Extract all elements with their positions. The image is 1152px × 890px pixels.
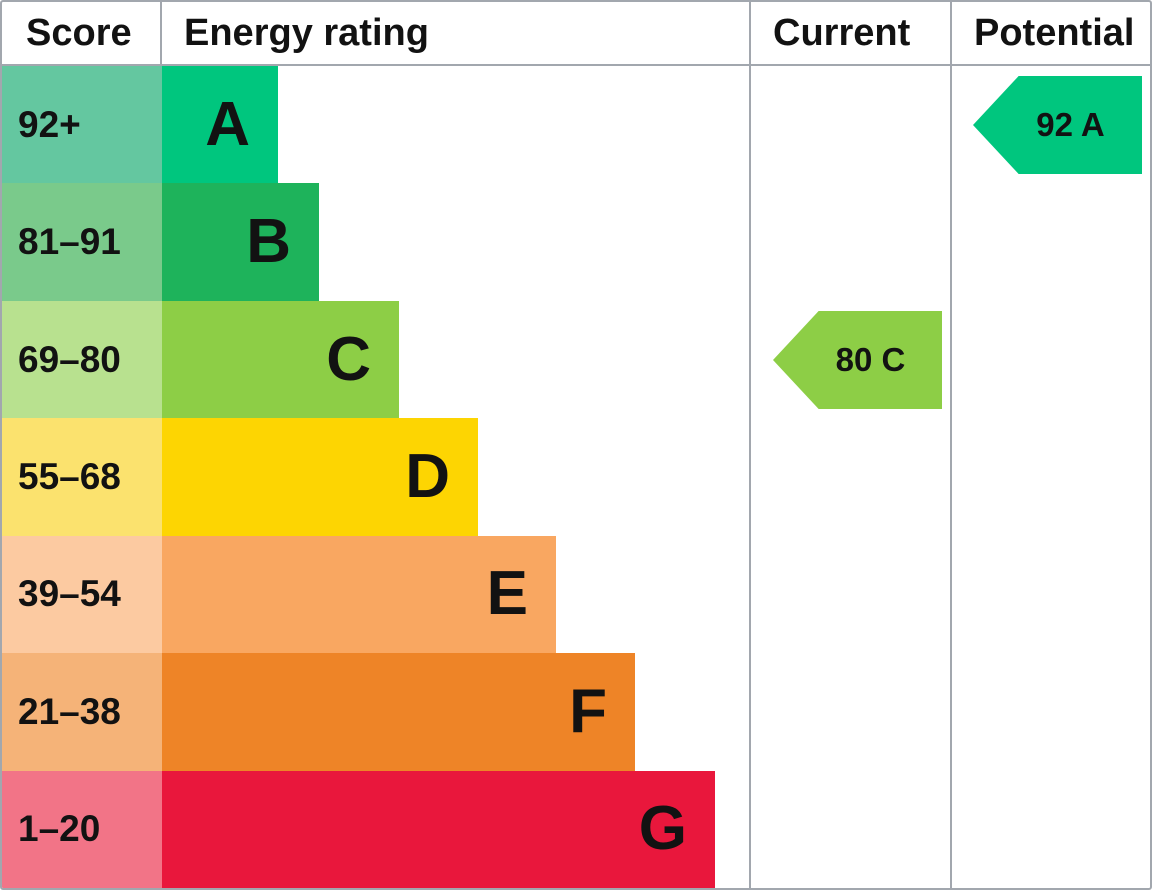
rating-row-f: 21–38 F	[2, 653, 749, 771]
potential-column: 92 A	[950, 66, 1150, 888]
header-score: Score	[2, 2, 162, 64]
rating-row-g: 1–20 G	[2, 770, 749, 888]
band-letter-c: C	[326, 324, 371, 394]
rating-bar-d: D	[162, 418, 478, 536]
rating-bar-e: E	[162, 535, 556, 654]
score-range-g: 1–20	[2, 770, 162, 888]
rating-bar-a: A	[162, 66, 278, 184]
chart-header-row: Score Energy rating Current Potential	[2, 2, 1150, 66]
score-range-a: 92+	[2, 66, 162, 184]
rating-row-e: 39–54 E	[2, 535, 749, 654]
band-letter-g: G	[638, 794, 687, 864]
header-potential: Potential	[950, 2, 1150, 64]
score-range-b: 81–91	[2, 183, 162, 301]
rating-bar-g: G	[162, 770, 715, 888]
score-range-e: 39–54	[2, 535, 162, 654]
rating-bar-c: C	[162, 300, 399, 419]
rating-bar-f: F	[162, 653, 635, 771]
band-letter-a: A	[205, 89, 250, 159]
chart-body: 92+ A 81–91 B 69–80 C 55–68 D 39–54 E 21–38 F 1–20 G …	[2, 66, 1150, 888]
rating-row-a: 92+ A	[2, 66, 749, 184]
header-energy-rating: Energy rating	[184, 11, 429, 54]
current-rating-arrow: 80 C	[773, 311, 942, 409]
rating-row-c: 69–80 C	[2, 300, 749, 419]
rating-row-b: 81–91 B	[2, 183, 749, 301]
score-range-d: 55–68	[2, 418, 162, 536]
potential-rating-arrow: 92 A	[973, 76, 1142, 174]
band-letter-d: D	[405, 441, 450, 511]
current-column: 80 C	[749, 66, 950, 888]
rating-row-d: 55–68 D	[2, 418, 749, 536]
rating-bands: 92+ A 81–91 B 69–80 C 55–68 D 39–54 E 21–38 F 1–20 G	[2, 66, 749, 888]
band-letter-b: B	[246, 207, 291, 277]
header-current: Current	[749, 2, 950, 64]
score-range-f: 21–38	[2, 653, 162, 771]
rating-bar-b: B	[162, 183, 319, 301]
band-letter-e: E	[486, 559, 528, 629]
score-range-c: 69–80	[2, 300, 162, 419]
band-letter-f: F	[569, 676, 607, 746]
